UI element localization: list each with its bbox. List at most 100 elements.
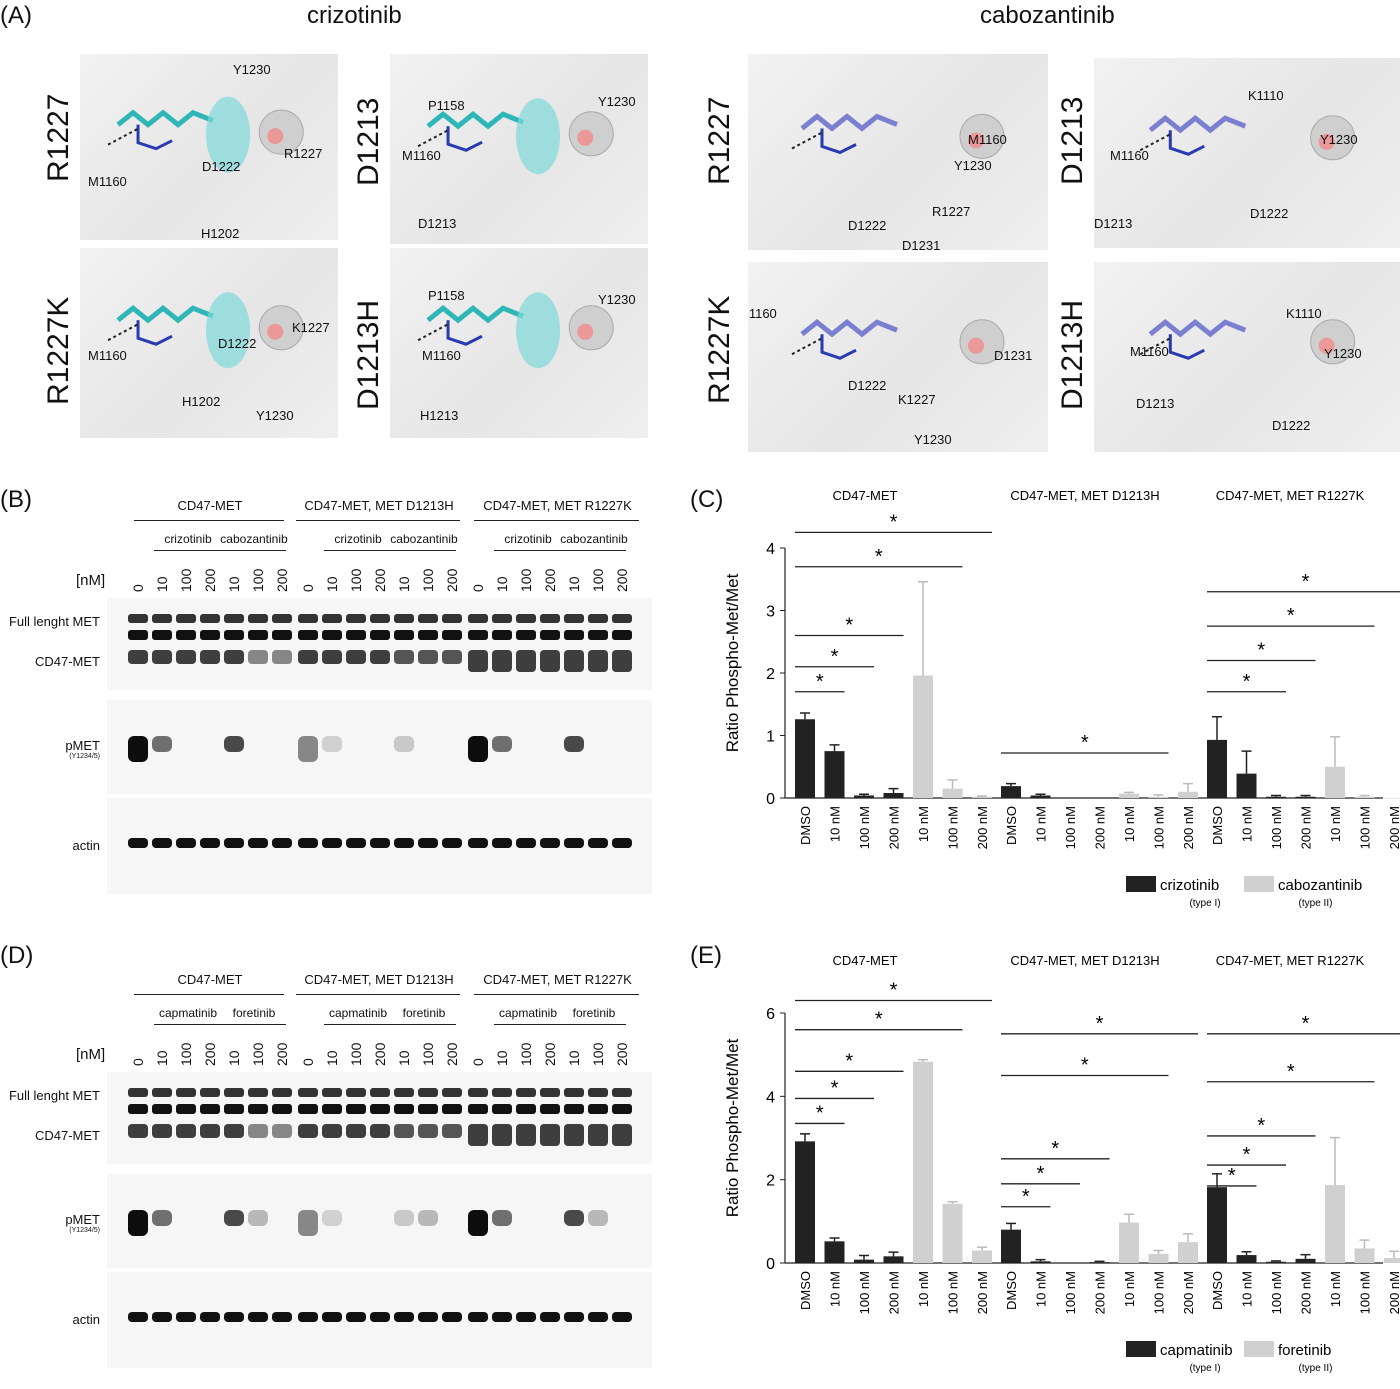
bar [883, 1256, 904, 1263]
significance-star: * [875, 546, 883, 568]
band-pmet [322, 736, 342, 752]
band-full-length-met [176, 1104, 196, 1114]
band-full-length-met [492, 630, 512, 640]
x-tick-label: 200 nM [975, 806, 990, 849]
residue-label: D1222 [1250, 206, 1289, 221]
legend-swatch [1244, 876, 1274, 892]
band-actin [418, 1312, 438, 1322]
bar [913, 675, 933, 798]
concentration-label: 200 [444, 568, 460, 592]
concentration-label: 10 [154, 1050, 170, 1066]
band-full-length-met [128, 630, 148, 640]
band-full-length-met [394, 1088, 414, 1097]
bar [913, 1061, 933, 1263]
band-actin [516, 838, 536, 848]
residue-label: M1160 [422, 348, 461, 363]
band-cd47-met [516, 1124, 536, 1146]
concentration-label: 100 [518, 568, 534, 592]
y-tick-label: 0 [766, 1256, 775, 1273]
band-full-length-met [298, 1104, 318, 1114]
legend-label: foretinib [1278, 1342, 1331, 1359]
band-cd47-met [394, 650, 414, 664]
band-full-length-met [298, 614, 318, 623]
residue-label: Y1230 [256, 408, 294, 423]
blot-bands [128, 736, 584, 762]
drug-underline [154, 550, 220, 551]
chart-group-header: CD47-MET, MET D1213H [1010, 488, 1159, 503]
chart-group-header: CD47-MET [832, 488, 897, 503]
group-underline [134, 994, 284, 995]
bar [972, 1250, 992, 1263]
blot-strip [107, 798, 652, 894]
concentration-label: 0 [470, 1058, 486, 1066]
band-actin [176, 1312, 196, 1322]
legend-sublabel: (type I) [1189, 1363, 1220, 1374]
concentration-label: 10 [154, 576, 170, 592]
mutation-label: D1213H [1056, 299, 1089, 410]
significance-star: * [1287, 605, 1295, 627]
residue-label: R1227 [932, 204, 971, 219]
bar [1148, 796, 1169, 798]
ligand-bond [820, 334, 857, 360]
band-full-length-met [442, 1088, 462, 1097]
concentration-label: 10 [396, 576, 412, 592]
band-full-length-met [394, 630, 414, 640]
concentration-label: 10 [566, 576, 582, 592]
residue-label: K1227 [292, 320, 330, 335]
band-full-length-met [492, 1088, 512, 1097]
bar [1325, 766, 1345, 798]
bar [1030, 1261, 1051, 1263]
band-pmet [492, 1210, 512, 1226]
band-full-length-met [176, 630, 196, 640]
blot-group-header: CD47-MET [177, 498, 243, 513]
concentration-label: 10 [324, 576, 340, 592]
ligand-bond [1168, 334, 1205, 360]
group-underline [296, 520, 460, 521]
blot-group-header: CD47-MET [177, 972, 243, 987]
band-full-length-met [516, 630, 536, 640]
band-pmet [564, 736, 584, 752]
band-full-length-met [128, 1104, 148, 1114]
mutation-label: R1227K [42, 296, 75, 405]
concentration-label: 100 [590, 568, 606, 592]
significance-star: * [845, 1050, 853, 1072]
band-cd47-met [370, 1124, 390, 1138]
band-full-length-met [346, 614, 366, 623]
significance-star: * [1051, 1138, 1059, 1160]
concentration-label: 100 [348, 1042, 364, 1066]
band-actin [612, 1312, 632, 1322]
residue-label: H1202 [182, 394, 221, 409]
band-pmet [468, 736, 488, 762]
significance-star: * [816, 671, 824, 693]
band-full-length-met [152, 614, 172, 623]
concentration-label: 100 [250, 568, 266, 592]
band-full-length-met [418, 1088, 438, 1097]
significance-star: * [1096, 1013, 1104, 1035]
bar [1148, 1253, 1169, 1263]
chart-group-header: CD47-MET [832, 953, 897, 968]
band-full-length-met [272, 614, 292, 623]
residue-label: H1202 [201, 226, 240, 240]
significance-star: * [831, 1077, 839, 1099]
band-actin [370, 838, 390, 848]
y-tick-label: 2 [766, 666, 775, 683]
concentration-label: 200 [274, 568, 290, 592]
panel-b-letter: (B) [0, 486, 32, 513]
band-full-length-met [346, 630, 366, 640]
hbond-dash [107, 127, 139, 146]
band-full-length-met [492, 1104, 512, 1114]
band-pmet [394, 1210, 414, 1226]
ligand-bond [426, 304, 524, 324]
ligand-sticks [791, 318, 1005, 365]
band-full-length-met [176, 1088, 196, 1097]
drug-underline [494, 1024, 560, 1025]
bar [1089, 798, 1110, 799]
ligand-bond [116, 304, 214, 324]
ligand-bond [116, 109, 214, 128]
concentration-label: 100 [348, 568, 364, 592]
protein-structure-render: P1158 Y1230 M1160 D1213 [390, 54, 648, 244]
band-full-length-met [612, 630, 632, 640]
x-tick-label: 10 nM [1328, 1271, 1343, 1307]
significance-star: * [1302, 1013, 1310, 1035]
band-full-length-met [516, 614, 536, 623]
